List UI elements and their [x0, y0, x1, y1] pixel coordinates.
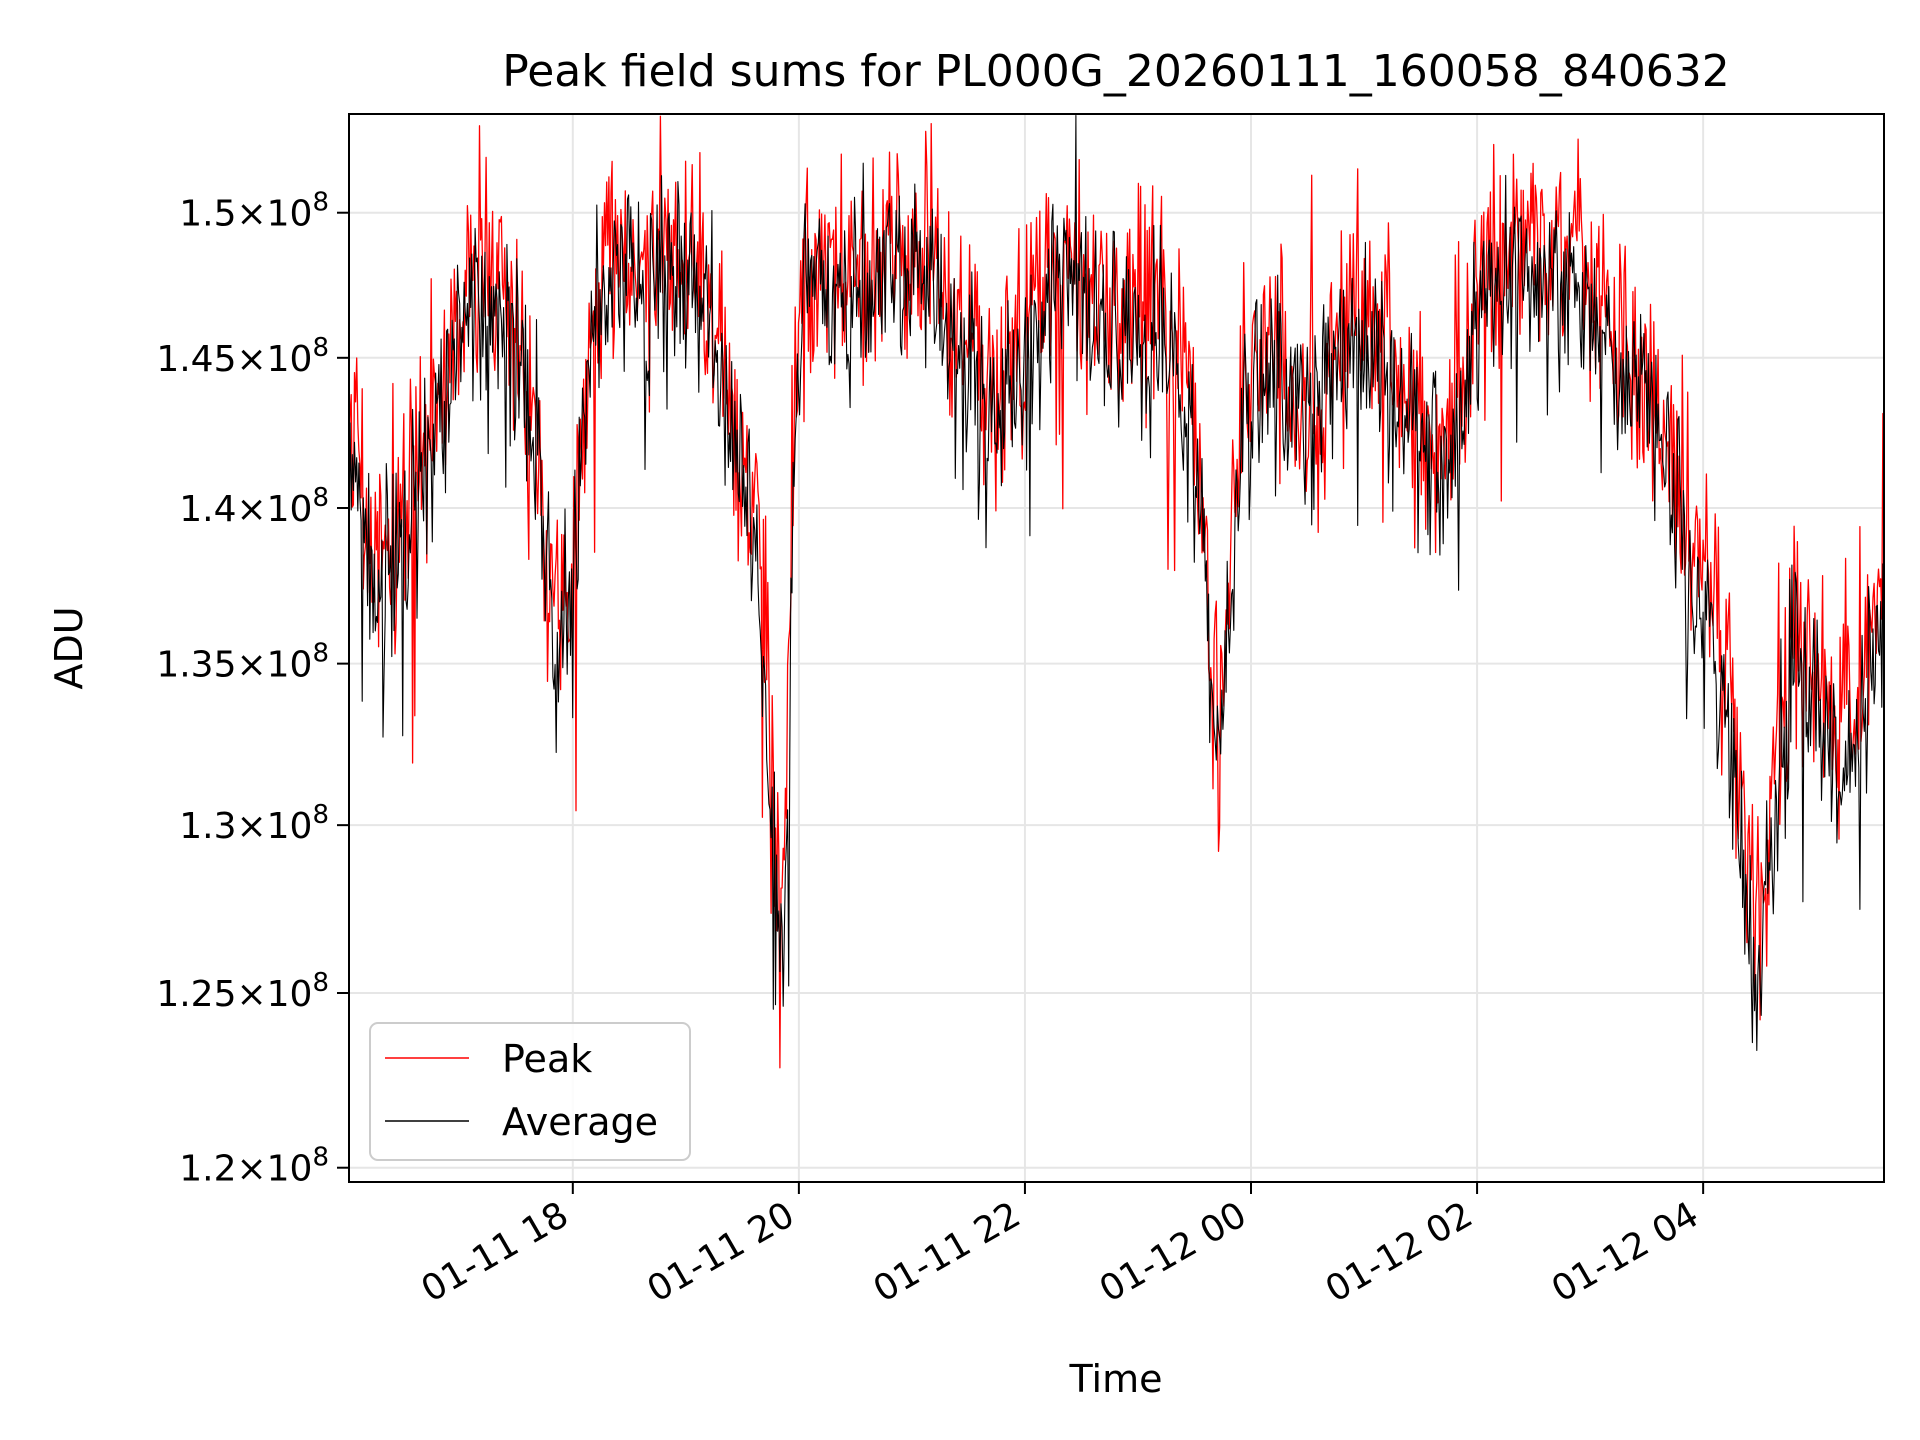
x-tick-label: 01-12 02	[1319, 1194, 1480, 1310]
chart-title: Peak field sums for PL000G_20260111_1600…	[502, 46, 1729, 97]
series-line-average	[349, 114, 1884, 1052]
y-tick-label: 1.2×108	[179, 1143, 329, 1190]
x-tick-label: 01-11 22	[867, 1194, 1028, 1310]
legend-peak-label: Peak	[502, 1037, 592, 1081]
y-tick-label: 1.5×108	[179, 188, 329, 235]
x-axis: 01-11 18 01-11 20 01-11 22 01-12 00 01-12 02…	[415, 1182, 1706, 1311]
plot-frame	[348, 113, 1885, 1183]
series-group	[349, 114, 1884, 1069]
x-tick-label: 01-12 00	[1093, 1194, 1254, 1310]
y-tick-label: 1.3×108	[179, 800, 329, 847]
y-tick-label: 1.35×108	[156, 639, 329, 686]
x-tick-label: 01-12 04	[1545, 1194, 1706, 1310]
y-tick-label: 1.25×108	[156, 968, 329, 1015]
x-tick-label: 01-11 20	[641, 1194, 802, 1310]
legend: Peak Average	[369, 1022, 691, 1161]
series-line-peak	[349, 115, 1884, 1069]
y-axis-label: ADU	[47, 606, 91, 689]
x-axis-label: Time	[1069, 1357, 1163, 1401]
legend-average-label: Average	[502, 1100, 658, 1144]
y-axis: 1.2×108 1.25×108 1.3×108 1.35×108 1.4×108 1.4…	[156, 188, 349, 1190]
x-tick-label: 01-11 18	[415, 1194, 576, 1310]
y-tick-label: 1.45×108	[156, 333, 329, 380]
y-tick-label: 1.4×108	[179, 483, 329, 530]
